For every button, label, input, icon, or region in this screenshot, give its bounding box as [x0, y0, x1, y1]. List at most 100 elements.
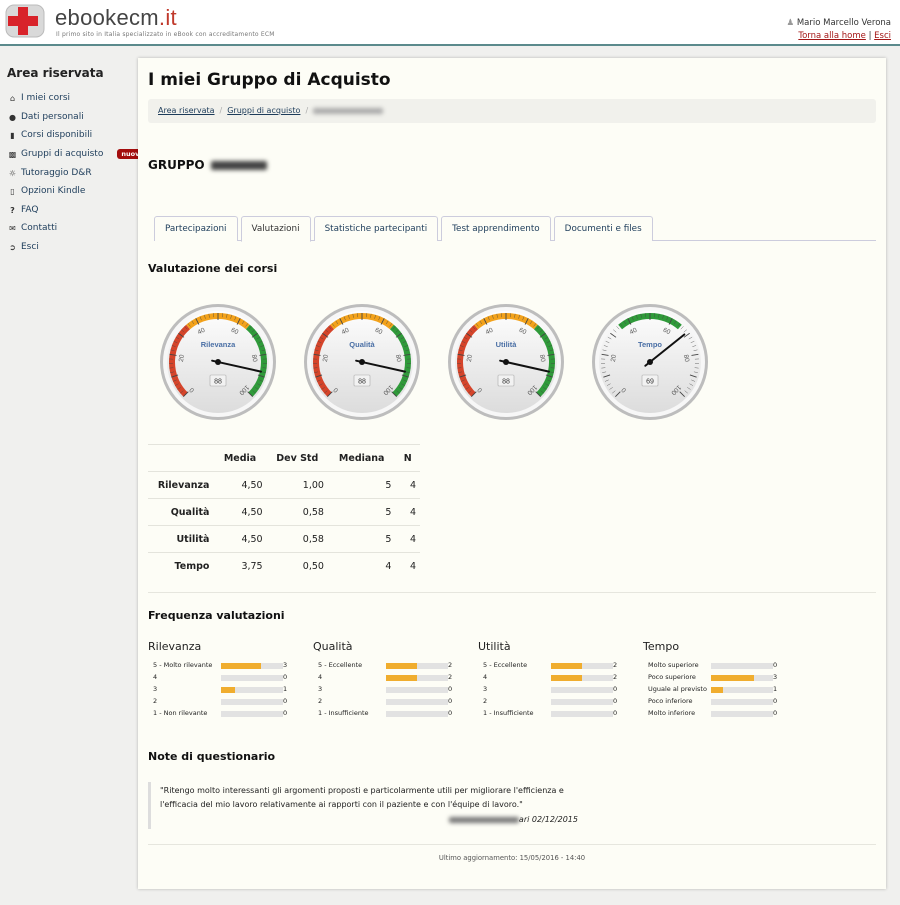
tab-partecipazioni[interactable]: Partecipazioni	[154, 216, 238, 241]
gauge-tick-label: 80	[538, 354, 546, 363]
gauge-tick-label: 0	[476, 386, 484, 394]
sidebar-item-esci[interactable]: ➲ Esci	[8, 242, 39, 252]
freq-bar	[711, 687, 773, 693]
sidebar-item-opzioni-kindle[interactable]: ▯ Opzioni Kindle	[8, 186, 85, 196]
freq-group-utilità: Utilità 5 - Eccellente 2 4 2 3 0 2 0 1 - Insuffic…	[478, 640, 643, 720]
sidebar-item-faq[interactable]: ? FAQ	[8, 205, 38, 215]
freq-row: Poco superiore 3	[643, 672, 808, 684]
sidebar-item-corsi-disponibili[interactable]: ▮ Corsi disponibili	[8, 130, 92, 140]
freq-bar	[386, 699, 448, 705]
sidebar-item-label: Dati personali	[21, 112, 84, 122]
freq-bar	[221, 675, 283, 681]
site-header: ebookecm.it Il primo sito in Italia spec…	[0, 0, 900, 46]
freq-label: Molto inferiore	[648, 709, 696, 717]
table-cell: 4	[395, 498, 420, 526]
tab-bar: Partecipazioni Valutazioni Statistiche p…	[154, 216, 876, 242]
gauge-label: Qualità	[349, 340, 375, 349]
freq-count: 0	[448, 685, 453, 693]
table-cell: 0,50	[266, 552, 328, 580]
freq-row: 1 - Non rilevante 0	[148, 708, 313, 720]
freq-group-rilevanza: Rilevanza 5 - Molto rilevante 3 4 0 3 1 2 0 1 - N…	[148, 640, 313, 720]
table-header: Dev Std	[266, 444, 328, 472]
freq-label: Poco superiore	[648, 673, 696, 681]
freq-label: 1 - Insufficiente	[483, 709, 534, 717]
freq-bar	[221, 687, 283, 693]
gauge-label: Rilevanza	[201, 340, 236, 349]
table-cell: Utilità	[148, 525, 214, 553]
freq-label: 4	[483, 673, 488, 681]
freq-bar	[221, 711, 283, 717]
tab-documenti-files[interactable]: Documenti e files	[553, 216, 653, 241]
sign-out-icon: ➲	[9, 242, 16, 252]
freq-row: Poco inferiore 0	[643, 696, 808, 708]
freq-bar-fill	[551, 663, 582, 669]
freq-count: 2	[448, 661, 453, 669]
home-link[interactable]: Torna alla home	[798, 31, 866, 41]
tab-test-apprendimento[interactable]: Test apprendimento	[441, 216, 551, 241]
freq-count: 0	[773, 661, 778, 669]
breadcrumb-gruppi-acquisto[interactable]: Gruppi di acquisto	[227, 106, 301, 115]
gauge-band	[457, 324, 479, 397]
freq-label: 3	[153, 685, 158, 693]
gauge-tick-label: 80	[682, 354, 690, 363]
table-cell: Rilevanza	[148, 471, 214, 499]
sidebar-item-label: Gruppi di acquisto	[21, 149, 104, 159]
sidebar-item-contatti[interactable]: ✉ Contatti	[8, 223, 57, 233]
freq-count: 0	[283, 709, 288, 717]
gauge-tick-label: 40	[197, 327, 207, 337]
freq-label: 3	[483, 685, 488, 693]
table-row: Utilità 4,50 0,58 5 4	[148, 525, 420, 553]
freq-row: Molto superiore 0	[643, 660, 808, 672]
gauge-value: 88	[502, 379, 510, 386]
divider	[148, 592, 876, 593]
freq-bar	[221, 663, 283, 669]
sidebar-item-tutoraggio[interactable]: ☼ Tutoraggio D&R	[8, 168, 92, 178]
freq-label: 2	[318, 697, 323, 705]
freq-bar	[551, 687, 613, 693]
sidebar-item-dati-personali[interactable]: ● Dati personali	[8, 112, 84, 122]
freq-bar-fill	[221, 663, 262, 669]
freq-count: 0	[613, 685, 618, 693]
freq-bar	[551, 699, 613, 705]
freq-label: Uguale al previsto	[648, 685, 707, 693]
sidebar-item-gruppi-acquisto[interactable]: ▩ Gruppi di acquisto nuovo	[8, 149, 148, 159]
tab-valutazioni[interactable]: Valutazioni	[240, 216, 311, 242]
freq-count: 0	[283, 673, 288, 681]
main-panel: I miei Gruppo di Acquisto Area riservata…	[138, 58, 886, 889]
user-icon: ♟	[786, 18, 795, 28]
user-box: ♟ Mario Marcello Verona Torna alla home …	[787, 17, 892, 43]
table-cell: 0,58	[266, 498, 328, 526]
freq-count: 3	[773, 673, 778, 681]
freq-label: 2	[483, 697, 488, 705]
freq-bar	[711, 699, 773, 705]
table-cell: 4	[395, 471, 420, 499]
sidebar-title: Area riservata	[7, 66, 104, 80]
freq-count: 0	[283, 697, 288, 705]
freq-row: 5 - Eccellente 2	[313, 660, 478, 672]
tab-statistiche-partecipanti[interactable]: Statistiche partecipanti	[313, 216, 439, 241]
freq-count: 2	[613, 673, 618, 681]
freq-label: Poco inferiore	[648, 697, 693, 705]
freq-count: 2	[613, 661, 618, 669]
ebookecm-logo[interactable]	[4, 3, 48, 39]
freq-label: 1 - Non rilevante	[153, 709, 208, 717]
freq-bar	[221, 699, 283, 705]
brand-name[interactable]: ebookecm.it	[55, 5, 177, 30]
ratings-table: Media Dev Std Mediana N Rilevanza 4,50 1,0…	[148, 444, 420, 580]
gauge-band	[389, 324, 411, 397]
logout-link[interactable]: Esci	[874, 31, 891, 41]
gauge-band	[313, 324, 335, 397]
freq-label: 4	[153, 673, 158, 681]
group-title: GRUPPO	[148, 158, 267, 172]
freq-bar	[386, 711, 448, 717]
table-cell: Qualità	[148, 498, 214, 526]
freq-group-name: Rilevanza	[148, 640, 202, 653]
gauge-tick-label: 40	[341, 327, 351, 337]
question-icon: ?	[10, 205, 15, 215]
divider	[148, 844, 876, 845]
freq-group-qualità: Qualità 5 - Eccellente 2 4 2 3 0 2 0 1 - Insuffic…	[313, 640, 478, 720]
breadcrumb-area-riservata[interactable]: Area riservata	[158, 106, 215, 115]
sidebar-item-miei-corsi[interactable]: ⌂ I miei corsi	[8, 93, 70, 103]
freq-bar	[386, 687, 448, 693]
